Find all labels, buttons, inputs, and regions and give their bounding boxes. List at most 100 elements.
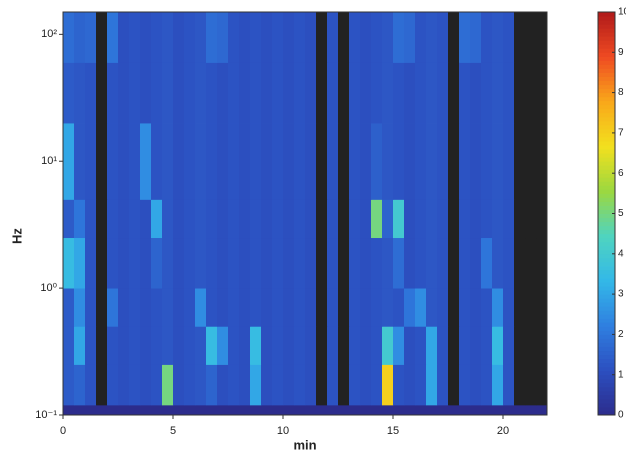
colorbar-step [598,382,615,388]
heatmap-cell [404,123,416,200]
colorbar-step [598,24,615,29]
colorbar-step [598,237,615,243]
heatmap-cell [371,237,383,289]
heatmap-cell [503,326,515,365]
heatmap-cell [195,199,207,239]
colorbar-step [598,298,615,303]
colorbar-tick-label: 1 [618,369,624,380]
heatmap-cell [85,123,97,200]
heatmap-cell [294,62,306,124]
heatmap-cell [63,404,75,416]
colorbar-step [598,314,615,319]
heatmap-cell [382,404,394,416]
heatmap-cell [250,326,262,365]
heatmap-cell [217,326,229,365]
heatmap-cell [371,62,383,124]
colorbar-step [598,36,615,41]
heatmap-cell [140,199,152,239]
heatmap-cell [316,364,328,406]
colorbar-tick-label: 9 [618,47,624,58]
heatmap-cell [63,326,75,365]
heatmap-cell [118,404,130,416]
heatmap-cell [63,364,75,406]
colorbar-step [598,56,615,61]
heatmap-cell [129,288,141,327]
heatmap-cell [151,288,163,327]
heatmap-cell [195,326,207,365]
heatmap-cell [140,326,152,365]
colorbar-step [598,346,615,352]
heatmap-cell [470,404,482,416]
colorbar-step [598,189,615,194]
heatmap-cell [195,237,207,289]
heatmap-cell [338,123,350,200]
colorbar-step [598,306,615,311]
colorbar-step [598,410,615,416]
heatmap-cell [151,237,163,289]
heatmap-cell [327,12,339,63]
heatmap-cell [415,237,427,289]
heatmap-cell [195,288,207,327]
heatmap-cell [107,237,119,289]
heatmap-cell [360,326,372,365]
heatmap-cell [338,364,350,406]
heatmap-cell [206,199,218,239]
y-tick-label: 10⁰ [40,282,57,294]
heatmap-cell [349,326,361,365]
heatmap-cell [129,62,141,124]
colorbar-step [598,120,615,126]
heatmap-cell [162,404,174,416]
heatmap-cell [327,237,339,289]
heatmap-cell [206,326,218,365]
heatmap-cell [536,237,548,289]
heatmap-cell [250,199,262,239]
heatmap-cell [437,12,449,63]
heatmap-cell [206,364,218,406]
colorbar-step [598,68,615,73]
heatmap-cell [129,199,141,239]
heatmap-cell [228,288,240,327]
colorbar-step [598,112,615,118]
heatmap-cell [85,326,97,365]
heatmap-cell [283,237,295,289]
heatmap-cell [250,288,262,327]
heatmap-cell [151,12,163,63]
colorbar-step [598,88,615,94]
colorbar-step [598,197,615,202]
heatmap-cell [195,62,207,124]
heatmap-cell [294,364,306,406]
heatmap-cell [404,62,416,124]
heatmap-cell [382,326,394,365]
heatmap-cell [316,12,328,63]
heatmap-cell [415,199,427,239]
heatmap-cell [272,12,284,63]
heatmap-cell [162,199,174,239]
colorbar-step [598,269,615,275]
heatmap-cell [404,404,416,416]
heatmap-cell [272,364,284,406]
heatmap-cell [140,12,152,63]
colorbar-step [598,104,615,110]
heatmap-cell [415,12,427,63]
colorbar-step [598,265,615,271]
heatmap-cell [338,62,350,124]
heatmap-cell [162,326,174,365]
heatmap-cell [503,364,515,406]
heatmap-cell [140,364,152,406]
heatmap-cell [118,364,130,406]
heatmap-cell [63,62,75,124]
heatmap-cell [283,326,295,365]
heatmap-cell [459,404,471,416]
heatmap-cell [239,123,251,200]
heatmap-cell [261,123,273,200]
colorbar-step [598,209,615,214]
heatmap-cell [173,199,185,239]
heatmap-cell [305,288,317,327]
heatmap-cell [96,404,108,416]
colorbar-step [598,201,615,206]
heatmap-cell [349,12,361,63]
heatmap-cell [338,237,350,289]
heatmap-cell [96,364,108,406]
heatmap-cell [272,237,284,289]
heatmap-cell [250,62,262,124]
